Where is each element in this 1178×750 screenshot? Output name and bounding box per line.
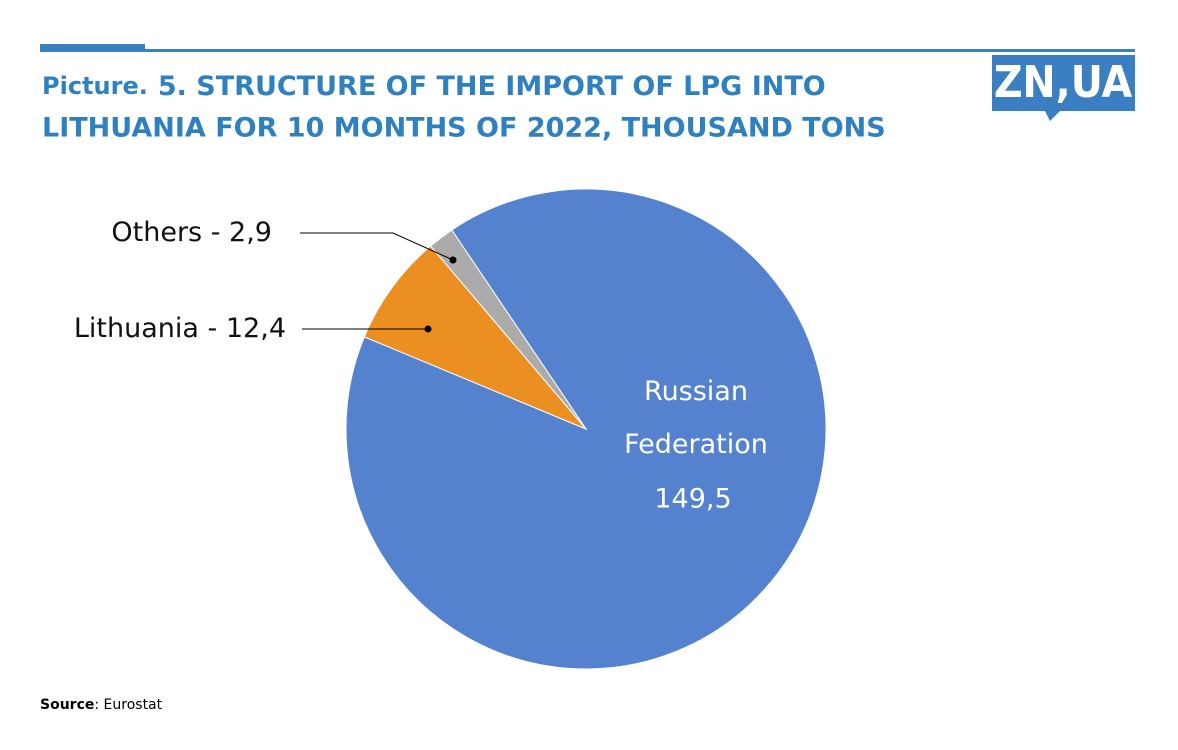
category-label: Lithuania <box>74 313 199 344</box>
logo-box <box>992 55 1135 111</box>
slice-label-line: Federation <box>624 429 768 460</box>
header-bar <box>40 44 145 52</box>
source: Source: Eurostat <box>40 697 163 713</box>
value-label: 12,4 <box>226 313 286 344</box>
logo-tail <box>1045 111 1060 121</box>
leader-dot <box>424 325 432 333</box>
header-rule <box>40 49 1135 52</box>
slice-label-line: Russian <box>644 376 748 407</box>
slice-label: Russian Federation <box>624 376 768 460</box>
category-label: Others <box>111 217 202 248</box>
leader-line <box>300 232 454 261</box>
title-prefix: Picture. <box>42 72 148 100</box>
slice-label: Others - 2,9 <box>111 217 272 248</box>
logo: ZN,UA <box>994 57 1133 108</box>
chart-title: Picture. 5. STRUCTURE OF THE IMPORT OF LP… <box>42 71 826 102</box>
leader-dot <box>449 256 457 264</box>
label-separator: - <box>202 217 229 248</box>
label-separator: - <box>199 313 226 344</box>
value-label: 2,9 <box>229 217 272 248</box>
pie-slice <box>363 245 587 430</box>
pie-slice <box>429 229 587 430</box>
title-line: 5. STRUCTURE OF THE IMPORT OF LPG INTO <box>158 71 826 102</box>
source-label: Source <box>40 697 94 713</box>
slice-label: Lithuania - 12,4 <box>74 313 286 344</box>
source-text: : Eurostat <box>94 697 162 713</box>
value-label: 149,5 <box>654 484 731 515</box>
title-line: LITHUANIA FOR 10 MONTHS OF 2022, THOUSAN… <box>42 113 886 144</box>
